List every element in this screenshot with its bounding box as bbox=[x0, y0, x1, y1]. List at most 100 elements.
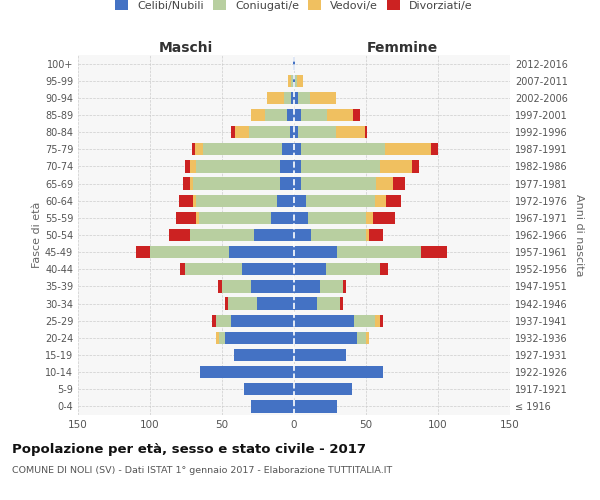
Bar bbox=[294, 92, 298, 104]
Bar bbox=[366, 212, 373, 224]
Bar bbox=[185, 160, 190, 172]
Bar bbox=[376, 178, 394, 190]
Bar bbox=[257, 298, 294, 310]
Bar bbox=[291, 74, 293, 87]
Bar bbox=[291, 92, 294, 104]
Bar bbox=[386, 194, 401, 207]
Bar bbox=[294, 126, 298, 138]
Bar bbox=[366, 229, 369, 241]
Bar bbox=[294, 74, 295, 87]
Bar bbox=[194, 143, 203, 156]
Bar bbox=[176, 212, 196, 224]
Bar bbox=[295, 74, 297, 87]
Bar bbox=[233, 349, 294, 361]
Bar bbox=[254, 229, 294, 241]
Bar bbox=[277, 194, 294, 207]
Bar bbox=[374, 194, 386, 207]
Bar bbox=[294, 332, 358, 344]
Text: Maschi: Maschi bbox=[159, 41, 213, 55]
Bar bbox=[327, 109, 353, 121]
Bar bbox=[169, 229, 190, 241]
Bar bbox=[196, 160, 280, 172]
Bar bbox=[251, 280, 294, 292]
Bar bbox=[235, 126, 250, 138]
Bar bbox=[294, 178, 301, 190]
Bar bbox=[297, 74, 302, 87]
Bar bbox=[294, 212, 308, 224]
Bar bbox=[212, 314, 216, 327]
Bar bbox=[225, 298, 228, 310]
Bar bbox=[218, 280, 222, 292]
Bar bbox=[280, 160, 294, 172]
Bar bbox=[301, 109, 327, 121]
Bar bbox=[431, 143, 438, 156]
Bar bbox=[196, 212, 199, 224]
Bar bbox=[326, 263, 380, 276]
Bar bbox=[369, 229, 383, 241]
Bar bbox=[225, 332, 294, 344]
Bar bbox=[193, 194, 196, 207]
Bar bbox=[294, 263, 326, 276]
Bar bbox=[219, 332, 225, 344]
Bar bbox=[283, 143, 294, 156]
Bar bbox=[394, 178, 405, 190]
Bar bbox=[190, 160, 196, 172]
Bar bbox=[190, 229, 254, 241]
Bar bbox=[294, 58, 295, 70]
Bar bbox=[298, 126, 336, 138]
Bar bbox=[337, 246, 421, 258]
Bar bbox=[290, 126, 294, 138]
Bar bbox=[293, 74, 294, 87]
Bar bbox=[294, 280, 320, 292]
Bar bbox=[366, 332, 369, 344]
Y-axis label: Anni di nascita: Anni di nascita bbox=[574, 194, 584, 276]
Legend: Celibi/Nubili, Coniugati/e, Vedovi/e, Divorziati/e: Celibi/Nubili, Coniugati/e, Vedovi/e, Di… bbox=[111, 0, 477, 16]
Bar bbox=[266, 92, 284, 104]
Bar bbox=[280, 178, 294, 190]
Y-axis label: Fasce di età: Fasce di età bbox=[32, 202, 42, 268]
Text: Femmine: Femmine bbox=[367, 41, 437, 55]
Bar bbox=[301, 160, 380, 172]
Bar bbox=[229, 246, 294, 258]
Bar bbox=[298, 92, 310, 104]
Bar bbox=[199, 212, 271, 224]
Bar bbox=[317, 298, 340, 310]
Bar bbox=[228, 298, 257, 310]
Bar bbox=[320, 280, 343, 292]
Bar bbox=[380, 263, 388, 276]
Bar bbox=[183, 178, 190, 190]
Bar bbox=[287, 109, 294, 121]
Bar bbox=[203, 143, 283, 156]
Bar bbox=[196, 194, 277, 207]
Bar bbox=[271, 212, 294, 224]
Bar bbox=[294, 194, 305, 207]
Bar bbox=[265, 109, 287, 121]
Bar bbox=[294, 143, 301, 156]
Text: Popolazione per età, sesso e stato civile - 2017: Popolazione per età, sesso e stato civil… bbox=[12, 442, 366, 456]
Bar bbox=[288, 74, 291, 87]
Bar bbox=[421, 246, 446, 258]
Bar bbox=[355, 314, 374, 327]
Bar bbox=[200, 366, 294, 378]
Bar bbox=[294, 160, 301, 172]
Bar bbox=[343, 280, 346, 292]
Bar bbox=[136, 246, 150, 258]
Bar bbox=[380, 314, 383, 327]
Bar bbox=[230, 314, 294, 327]
Bar bbox=[294, 349, 346, 361]
Bar bbox=[242, 263, 294, 276]
Bar bbox=[179, 194, 193, 207]
Bar bbox=[294, 246, 337, 258]
Bar bbox=[293, 58, 294, 70]
Bar bbox=[301, 143, 385, 156]
Bar bbox=[412, 160, 419, 172]
Bar bbox=[385, 143, 431, 156]
Bar bbox=[374, 314, 380, 327]
Bar bbox=[308, 212, 366, 224]
Bar bbox=[365, 126, 367, 138]
Bar bbox=[294, 314, 355, 327]
Bar bbox=[216, 332, 219, 344]
Bar bbox=[185, 263, 242, 276]
Bar bbox=[251, 109, 265, 121]
Bar bbox=[192, 143, 194, 156]
